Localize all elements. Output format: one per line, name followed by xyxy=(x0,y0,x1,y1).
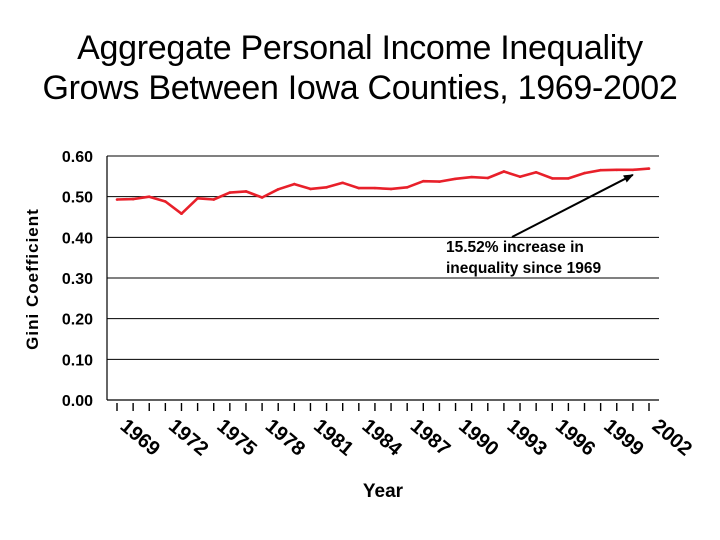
chart-title-line-1: Aggregate Personal Income Inequality xyxy=(77,29,643,67)
y-tick-label: 0.60 xyxy=(62,149,93,166)
x-tick-label: 2002 xyxy=(648,415,696,460)
y-axis-title: Gini Coefficient xyxy=(23,208,42,350)
data-point xyxy=(583,171,586,175)
data-point xyxy=(228,191,232,194)
data-point xyxy=(357,186,361,190)
data-point xyxy=(470,175,473,179)
data-line xyxy=(116,167,650,215)
data-point xyxy=(164,200,167,203)
data-point xyxy=(518,175,522,179)
y-tick-label: 0.10 xyxy=(62,352,93,369)
data-point xyxy=(389,187,393,191)
data-point xyxy=(438,180,441,183)
chart-title: Aggregate Personal Income Inequality Gro… xyxy=(0,28,720,108)
data-point xyxy=(244,190,248,193)
data-point xyxy=(405,186,409,189)
y-tick-label: 0.00 xyxy=(62,393,93,410)
data-point xyxy=(180,212,183,216)
y-tick-label: 0.20 xyxy=(62,312,93,329)
annotation-arrow xyxy=(511,173,634,238)
annotation-text-line-2: inequality since 1969 xyxy=(446,260,601,277)
x-axis-title: Year xyxy=(363,481,404,502)
data-point xyxy=(115,198,119,201)
data-point xyxy=(147,195,151,198)
y-tick-label: 0.30 xyxy=(62,271,93,288)
x-tick-label: 1996 xyxy=(551,415,599,460)
data-point xyxy=(454,177,457,181)
x-tick-label: 1987 xyxy=(406,415,454,460)
data-point xyxy=(196,196,199,200)
data-point xyxy=(422,179,425,183)
data-point xyxy=(309,187,312,191)
data-point xyxy=(276,188,280,191)
x-tick-label: 1999 xyxy=(599,415,647,460)
x-tick-label: 1972 xyxy=(164,415,212,460)
data-point xyxy=(260,196,264,199)
data-point xyxy=(325,186,328,189)
data-point xyxy=(631,168,635,172)
data-point xyxy=(534,170,538,174)
x-tick-label: 1975 xyxy=(213,415,261,460)
data-point xyxy=(647,167,651,170)
data-point xyxy=(550,177,554,180)
data-point xyxy=(131,197,135,201)
x-tick-label: 1969 xyxy=(116,415,164,460)
y-tick-label: 0.50 xyxy=(62,190,93,207)
x-tick-label: 1993 xyxy=(503,415,551,460)
data-point xyxy=(615,168,619,172)
data-point xyxy=(212,198,216,201)
data-point xyxy=(293,182,296,186)
chart-title-line-2: Grows Between Iowa Counties, 1969-2002 xyxy=(42,69,678,107)
y-tick-label: 0.40 xyxy=(62,230,93,247)
data-point xyxy=(502,170,506,173)
x-tick-label: 1981 xyxy=(309,415,357,460)
x-tick-label: 1990 xyxy=(454,415,502,460)
data-point xyxy=(599,168,602,172)
data-point xyxy=(373,186,377,190)
x-tick-label: 1978 xyxy=(261,415,309,460)
data-point xyxy=(341,181,344,185)
x-tick-label: 1984 xyxy=(358,415,407,461)
data-point xyxy=(567,177,570,180)
data-point xyxy=(486,176,490,180)
annotation-text-line-1: 15.52% increase in xyxy=(446,239,584,256)
